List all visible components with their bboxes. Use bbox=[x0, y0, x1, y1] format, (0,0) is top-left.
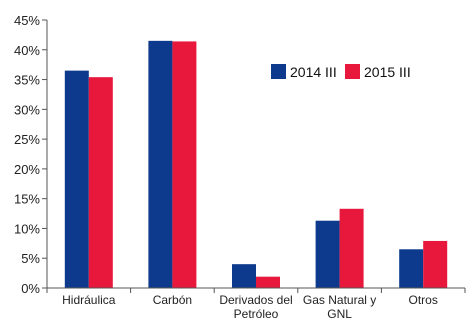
y-tick-label: 45% bbox=[14, 13, 40, 28]
y-tick-label: 40% bbox=[14, 43, 40, 58]
bar-2014-iii-3 bbox=[315, 220, 340, 288]
x-category-label: Hidráulica bbox=[62, 293, 116, 307]
x-category-label-line: Derivados del bbox=[219, 293, 292, 307]
bar-2015-iii-4 bbox=[423, 240, 448, 288]
legend-label: 2015 III bbox=[364, 64, 411, 80]
y-tick-label: 0% bbox=[21, 281, 40, 296]
x-category-label: Otros bbox=[409, 293, 438, 307]
x-category-label: Carbón bbox=[153, 293, 192, 307]
bar-2015-iii-2 bbox=[256, 276, 280, 288]
y-tick-label: 5% bbox=[21, 251, 40, 266]
y-tick-label: 25% bbox=[14, 132, 40, 147]
x-category-label-line: Otros bbox=[409, 293, 438, 307]
y-tick-label: 30% bbox=[14, 102, 40, 117]
bar-2014-iii-0 bbox=[64, 70, 89, 288]
x-category-label-line: Gas Natural y bbox=[303, 293, 376, 307]
x-category-label-line: Carbón bbox=[153, 293, 192, 307]
bar-2014-iii-2 bbox=[232, 264, 256, 288]
bar-2015-iii-1 bbox=[172, 41, 197, 288]
y-axis: 0% 5% 10% 15% 20% 25% 30% 35% 40% 45% bbox=[14, 13, 48, 296]
legend-swatch bbox=[345, 64, 360, 79]
bar-2015-iii-0 bbox=[88, 77, 113, 288]
y-tick-label: 35% bbox=[14, 73, 40, 88]
x-axis: Hidráulica Carbón Derivados del Petróleo Gas… bbox=[46, 287, 466, 320]
legend: 2014 III 2015 III bbox=[271, 64, 411, 80]
legend-label: 2014 III bbox=[290, 64, 337, 80]
x-category-label-line: GNL bbox=[327, 307, 352, 320]
x-category-label: Derivados del Petróleo bbox=[219, 293, 292, 320]
bar-2015-iii-3 bbox=[339, 208, 364, 288]
y-tick-label: 15% bbox=[14, 192, 40, 207]
y-tick-label: 20% bbox=[14, 162, 40, 177]
y-tick-label: 10% bbox=[14, 221, 40, 236]
x-category-label: Gas Natural y GNL bbox=[303, 293, 376, 320]
x-category-label-line: Petróleo bbox=[234, 307, 279, 320]
bars bbox=[64, 40, 448, 288]
legend-swatch bbox=[271, 64, 286, 79]
bar-2014-iii-4 bbox=[399, 249, 424, 288]
bar-2014-iii-1 bbox=[148, 40, 173, 288]
x-category-label-line: Hidráulica bbox=[62, 293, 116, 307]
